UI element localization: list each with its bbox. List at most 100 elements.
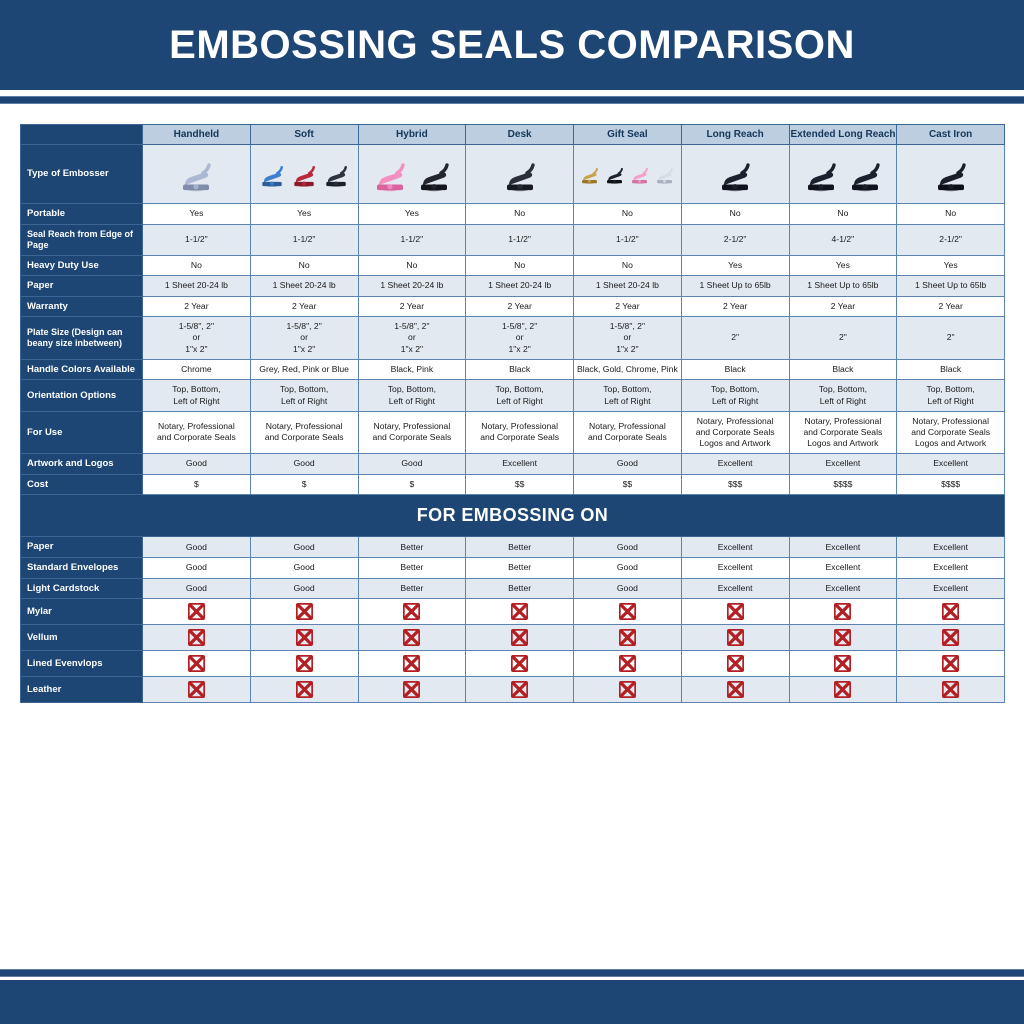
cell-embossing-mylar-cast-iron — [896, 598, 1005, 626]
cell-for-use-gift-seal: Notary, Professional and Corporate Seals — [573, 410, 682, 455]
cell-seal-reach-from-edge-of-page-soft: 1-1/2" — [249, 223, 359, 256]
soft-embosser-photo — [253, 149, 356, 199]
cell-orientation-options-cast-iron: Top, Bottom, Left of Right — [896, 379, 1005, 412]
x-mark-icon — [511, 603, 529, 621]
cell-portable-soft: Yes — [249, 203, 359, 225]
row-label-warranty: Warranty — [20, 295, 143, 318]
section-band-row: FOR EMBOSSING ON — [20, 494, 1005, 538]
page-title: EMBOSSING SEALS COMPARISON — [169, 22, 855, 67]
table-row-for-use: For Use Notary, Professional and Corporate… — [20, 410, 1005, 455]
row-label-seal-reach-from-edge-of-page: Seal Reach from Edge of Page — [20, 223, 143, 256]
cell-artwork-and-logos-cast-iron: Excellent — [896, 453, 1005, 475]
cell-portable-desk: No — [465, 203, 574, 225]
cell-orientation-options-extended-long-reach: Top, Bottom, Left of Right — [788, 379, 898, 412]
table-row-paper: Paper 1 Sheet 20-24 lb 1 Sheet 20-24 lb 1 S… — [20, 275, 1005, 297]
row-label-cost: Cost — [20, 473, 143, 496]
table-row-embossing-standard-envelopes: Standard Envelopes Good Good Better Better Go… — [20, 556, 1005, 579]
cell-embossing-vellum-extended-long-reach — [788, 624, 898, 652]
x-mark-icon — [295, 629, 313, 647]
cell-embossing-leather-handheld — [142, 676, 251, 704]
cell-for-use-cast-iron: Notary, Professional and Corporate Seals L… — [896, 410, 1005, 455]
footer-divider-rule — [0, 969, 1024, 977]
cell-embossing-light-cardstock-gift-seal: Good — [573, 577, 682, 600]
cell-embossing-paper-hybrid: Better — [357, 536, 467, 558]
cell-gift-seal-embosser-photo — [573, 144, 682, 204]
x-mark-icon — [834, 681, 852, 699]
cell-embossing-paper-gift-seal: Good — [573, 536, 682, 558]
cell-handle-colors-available-desk: Black — [465, 358, 574, 381]
cell-heavy-duty-use-desk: No — [465, 254, 574, 277]
table-body: Type of Embosser Portable Yes Yes Yes No No No N… — [20, 144, 1005, 704]
cell-embossing-mylar-soft — [249, 598, 359, 626]
table-row-embossing-light-cardstock: Light Cardstock Good Good Better Better Good E… — [20, 577, 1005, 600]
cell-embossing-light-cardstock-handheld: Good — [142, 577, 251, 600]
table-row-warranty: Warranty 2 Year 2 Year 2 Year 2 Year 2 Year 2 … — [20, 295, 1005, 318]
cell-embossing-light-cardstock-hybrid: Better — [357, 577, 467, 600]
cell-orientation-options-gift-seal: Top, Bottom, Left of Right — [573, 379, 682, 412]
cell-cost-hybrid: $ — [357, 473, 467, 496]
cell-portable-hybrid: Yes — [357, 203, 467, 225]
cell-portable-cast-iron: No — [896, 203, 1005, 225]
cell-artwork-and-logos-soft: Good — [249, 453, 359, 475]
cell-cost-long-reach: $$$ — [680, 473, 790, 496]
column-header-hybrid: Hybrid — [357, 124, 467, 145]
row-label-artwork-and-logos: Artwork and Logos — [20, 453, 143, 475]
x-mark-icon — [618, 603, 636, 621]
header-divider-rule — [0, 96, 1024, 104]
row-label-embossing-lined-evenvlops: Lined Evenvlops — [20, 650, 143, 678]
cell-portable-gift-seal: No — [573, 203, 682, 225]
cell-soft-embosser-photo — [249, 144, 359, 204]
cell-plate-size-design-can-beany-size-inbetween-extended-long-reach: 2" — [788, 316, 898, 360]
cell-plate-size-design-can-beany-size-inbetween-gift-seal: 1-5/8", 2" or 1"x 2" — [573, 316, 682, 360]
x-mark-icon — [511, 681, 529, 699]
row-label-embossing-standard-envelopes: Standard Envelopes — [20, 556, 143, 579]
table-row-plate-size-design-can-beany-size-inbetween: Plate Size (Design can beany size inbetw… — [20, 316, 1005, 360]
cell-for-use-handheld: Notary, Professional and Corporate Seals — [142, 410, 251, 455]
cell-embossing-standard-envelopes-desk: Better — [465, 556, 574, 579]
cell-for-use-soft: Notary, Professional and Corporate Seals — [249, 410, 359, 455]
cell-warranty-handheld: 2 Year — [142, 295, 251, 318]
cell-paper-desk: 1 Sheet 20-24 lb — [465, 275, 574, 297]
cell-embossing-mylar-extended-long-reach — [788, 598, 898, 626]
row-label-orientation-options: Orientation Options — [20, 379, 143, 412]
cell-cast-iron-embosser-photo — [896, 144, 1005, 204]
cell-embossing-paper-cast-iron: Excellent — [896, 536, 1005, 558]
cell-paper-gift-seal: 1 Sheet 20-24 lb — [573, 275, 682, 297]
cell-plate-size-design-can-beany-size-inbetween-cast-iron: 2" — [896, 316, 1005, 360]
cell-embossing-vellum-desk — [465, 624, 574, 652]
cell-embossing-light-cardstock-desk: Better — [465, 577, 574, 600]
cell-embossing-lined-evenvlops-extended-long-reach — [788, 650, 898, 678]
x-mark-icon — [726, 655, 744, 673]
table-row-orientation-options: Orientation Options Top, Bottom, Left of R… — [20, 379, 1005, 412]
cell-embossing-lined-evenvlops-long-reach — [680, 650, 790, 678]
cell-embossing-vellum-soft — [249, 624, 359, 652]
cell-embossing-mylar-hybrid — [357, 598, 467, 626]
x-mark-icon — [187, 655, 205, 673]
cell-embossing-lined-evenvlops-handheld — [142, 650, 251, 678]
cell-embossing-paper-handheld: Good — [142, 536, 251, 558]
x-mark-icon — [187, 629, 205, 647]
cell-plate-size-design-can-beany-size-inbetween-soft: 1-5/8", 2" or 1"x 2" — [249, 316, 359, 360]
row-label-for-use: For Use — [20, 410, 143, 455]
cell-handle-colors-available-handheld: Chrome — [142, 358, 251, 381]
x-mark-icon — [726, 629, 744, 647]
row-label-embossing-vellum: Vellum — [20, 624, 143, 652]
table-row-handle-colors-available: Handle Colors Available Chrome Grey, Red, … — [20, 358, 1005, 381]
cell-embossing-standard-envelopes-long-reach: Excellent — [680, 556, 790, 579]
cell-artwork-and-logos-hybrid: Good — [357, 453, 467, 475]
row-label-embossing-leather: Leather — [20, 676, 143, 704]
cell-desk-embosser-photo — [465, 144, 574, 204]
cell-portable-long-reach: No — [680, 203, 790, 225]
cell-seal-reach-from-edge-of-page-long-reach: 2-1/2" — [680, 223, 790, 256]
cell-embossing-vellum-long-reach — [680, 624, 790, 652]
section-band-for-embossing-on: FOR EMBOSSING ON — [20, 494, 1005, 538]
cell-embossing-lined-evenvlops-cast-iron — [896, 650, 1005, 678]
cell-embossing-standard-envelopes-handheld: Good — [142, 556, 251, 579]
cell-seal-reach-from-edge-of-page-gift-seal: 1-1/2" — [573, 223, 682, 256]
x-mark-icon — [511, 629, 529, 647]
column-header-long-reach: Long Reach — [680, 124, 790, 145]
table-corner-cell — [20, 124, 143, 145]
table-row-embossing-leather: Leather — [20, 676, 1005, 704]
cell-embossing-leather-hybrid — [357, 676, 467, 704]
